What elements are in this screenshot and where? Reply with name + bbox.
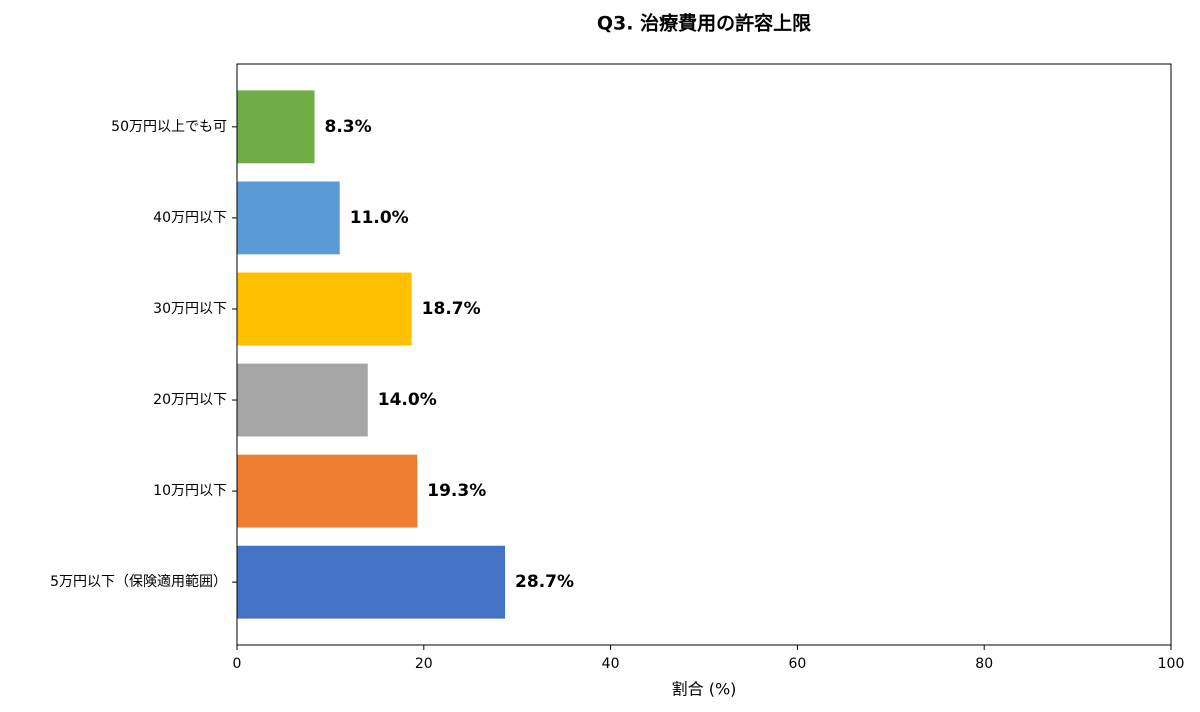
x-tick-label: 20 xyxy=(415,656,433,672)
value-label: 28.7% xyxy=(515,572,574,592)
chart-title: Q3. 治療費用の許容上限 xyxy=(597,12,811,35)
x-axis-label: 割合 (%) xyxy=(672,680,737,699)
bar xyxy=(237,272,412,346)
value-label: 11.0% xyxy=(350,208,409,228)
value-label: 19.3% xyxy=(427,481,486,501)
x-tick-label: 0 xyxy=(233,656,242,672)
value-label: 8.3% xyxy=(325,117,372,137)
y-tick-label: 5万円以下（保険適用範囲） xyxy=(50,573,227,590)
bar xyxy=(237,454,418,528)
y-tick-label: 50万円以上でも可 xyxy=(111,119,227,135)
bar xyxy=(237,181,340,255)
bar xyxy=(237,545,506,619)
x-tick-label: 40 xyxy=(602,656,620,672)
y-tick-label: 30万円以下 xyxy=(153,301,227,317)
x-tick-label: 60 xyxy=(788,656,806,672)
x-tick-label: 100 xyxy=(1158,656,1185,672)
y-tick-label: 20万円以下 xyxy=(153,392,227,408)
plot-frame xyxy=(236,63,1172,646)
value-label: 14.0% xyxy=(378,390,437,410)
bar xyxy=(237,90,315,164)
x-tick-label: 80 xyxy=(975,656,993,672)
y-tick-label: 40万円以下 xyxy=(153,210,227,226)
value-label: 18.7% xyxy=(422,299,481,319)
bar xyxy=(237,363,368,437)
y-tick-label: 10万円以下 xyxy=(153,483,227,499)
